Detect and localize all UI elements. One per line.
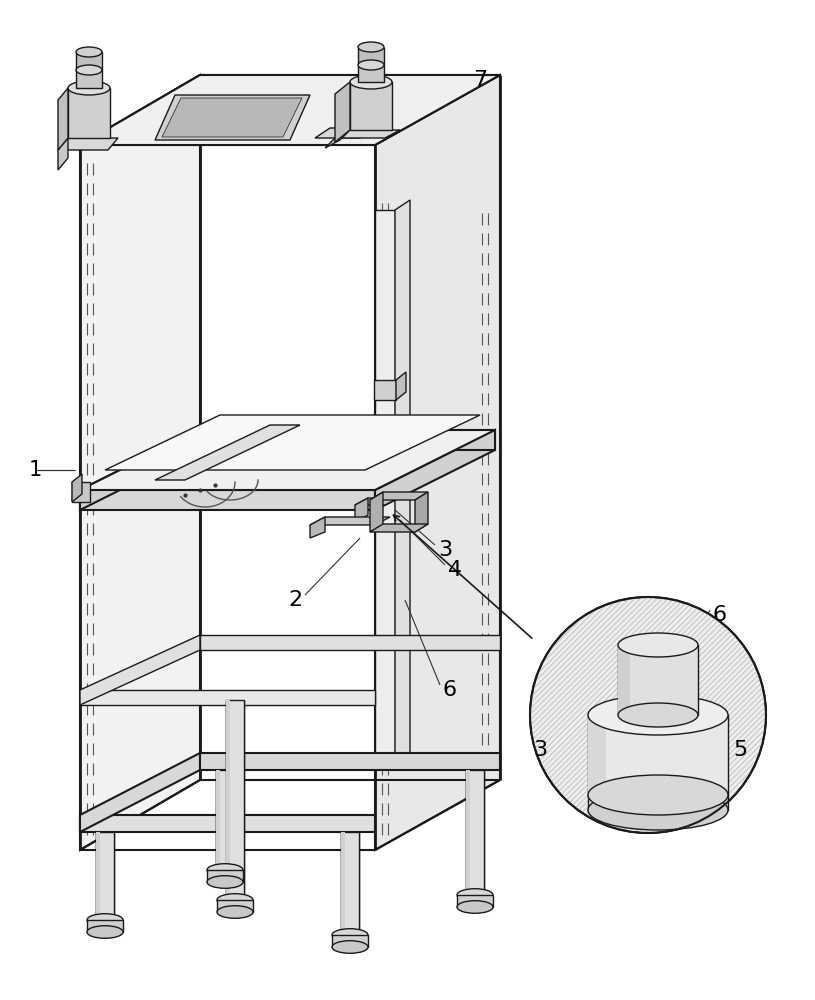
Polygon shape bbox=[80, 490, 375, 510]
Polygon shape bbox=[155, 425, 300, 480]
Bar bbox=[96, 832, 114, 920]
Ellipse shape bbox=[87, 914, 123, 926]
Ellipse shape bbox=[87, 926, 123, 938]
Polygon shape bbox=[375, 75, 500, 850]
Ellipse shape bbox=[207, 876, 243, 888]
Polygon shape bbox=[80, 75, 500, 145]
Polygon shape bbox=[355, 498, 368, 522]
Bar bbox=[466, 770, 470, 895]
Polygon shape bbox=[80, 75, 200, 850]
Bar bbox=[207, 870, 243, 882]
Ellipse shape bbox=[332, 929, 368, 941]
Polygon shape bbox=[58, 138, 68, 170]
Ellipse shape bbox=[207, 864, 243, 876]
Polygon shape bbox=[374, 470, 396, 490]
Polygon shape bbox=[588, 715, 606, 795]
Ellipse shape bbox=[588, 695, 728, 735]
Bar bbox=[87, 920, 123, 932]
Ellipse shape bbox=[588, 790, 728, 830]
Polygon shape bbox=[80, 815, 375, 832]
Text: 6: 6 bbox=[713, 605, 727, 625]
Polygon shape bbox=[105, 415, 480, 470]
Polygon shape bbox=[162, 98, 302, 137]
Bar bbox=[466, 770, 484, 895]
Polygon shape bbox=[155, 95, 310, 140]
Circle shape bbox=[530, 597, 766, 833]
Text: 2: 2 bbox=[288, 590, 302, 610]
Bar bbox=[76, 70, 102, 88]
Polygon shape bbox=[315, 128, 375, 138]
Polygon shape bbox=[395, 200, 410, 765]
Polygon shape bbox=[325, 130, 350, 148]
Ellipse shape bbox=[358, 42, 384, 52]
Polygon shape bbox=[375, 430, 495, 510]
Polygon shape bbox=[58, 88, 68, 150]
Polygon shape bbox=[80, 430, 495, 490]
Polygon shape bbox=[72, 482, 90, 502]
Polygon shape bbox=[588, 795, 728, 810]
Polygon shape bbox=[370, 492, 383, 532]
Text: 4: 4 bbox=[448, 560, 462, 580]
Polygon shape bbox=[58, 138, 118, 150]
Polygon shape bbox=[415, 492, 428, 532]
Polygon shape bbox=[310, 517, 390, 525]
Polygon shape bbox=[72, 474, 82, 502]
Polygon shape bbox=[618, 645, 630, 715]
Polygon shape bbox=[370, 524, 428, 532]
Polygon shape bbox=[200, 430, 495, 450]
Text: 1: 1 bbox=[29, 460, 42, 480]
Bar bbox=[216, 770, 234, 870]
Polygon shape bbox=[80, 690, 375, 705]
Bar bbox=[226, 700, 244, 900]
Text: 3: 3 bbox=[533, 740, 547, 760]
Polygon shape bbox=[80, 635, 200, 705]
Polygon shape bbox=[375, 210, 395, 765]
Polygon shape bbox=[310, 517, 325, 538]
Ellipse shape bbox=[76, 65, 102, 75]
Polygon shape bbox=[355, 498, 398, 505]
Ellipse shape bbox=[618, 633, 698, 657]
Bar bbox=[358, 65, 384, 82]
Ellipse shape bbox=[588, 775, 728, 815]
Polygon shape bbox=[80, 753, 200, 832]
Ellipse shape bbox=[217, 906, 253, 918]
Polygon shape bbox=[335, 130, 400, 138]
Bar bbox=[217, 900, 253, 912]
Text: 6: 6 bbox=[443, 680, 457, 700]
Text: 5: 5 bbox=[733, 740, 747, 760]
Ellipse shape bbox=[618, 703, 698, 727]
Bar bbox=[350, 82, 392, 130]
Text: 7: 7 bbox=[473, 70, 487, 90]
Polygon shape bbox=[588, 715, 728, 795]
Ellipse shape bbox=[457, 889, 493, 901]
Polygon shape bbox=[396, 372, 406, 400]
Ellipse shape bbox=[217, 894, 253, 906]
Bar bbox=[68, 88, 110, 138]
Text: 3: 3 bbox=[438, 540, 452, 560]
Bar bbox=[341, 832, 345, 935]
Polygon shape bbox=[370, 492, 428, 500]
Bar bbox=[457, 895, 493, 907]
Bar bbox=[332, 935, 368, 947]
Polygon shape bbox=[374, 380, 396, 400]
Ellipse shape bbox=[358, 60, 384, 70]
Ellipse shape bbox=[350, 75, 392, 89]
Ellipse shape bbox=[76, 47, 102, 57]
Bar bbox=[216, 770, 220, 870]
Circle shape bbox=[530, 597, 766, 833]
Bar bbox=[96, 832, 100, 920]
Polygon shape bbox=[396, 462, 406, 490]
Polygon shape bbox=[80, 430, 200, 510]
Ellipse shape bbox=[68, 81, 110, 95]
Polygon shape bbox=[200, 753, 500, 770]
Bar bbox=[76, 52, 102, 70]
Bar bbox=[341, 832, 359, 935]
Bar bbox=[358, 48, 384, 65]
Ellipse shape bbox=[332, 941, 368, 953]
Polygon shape bbox=[200, 635, 500, 650]
Ellipse shape bbox=[457, 901, 493, 913]
Polygon shape bbox=[335, 82, 350, 142]
Bar bbox=[226, 700, 230, 900]
Polygon shape bbox=[618, 645, 698, 715]
